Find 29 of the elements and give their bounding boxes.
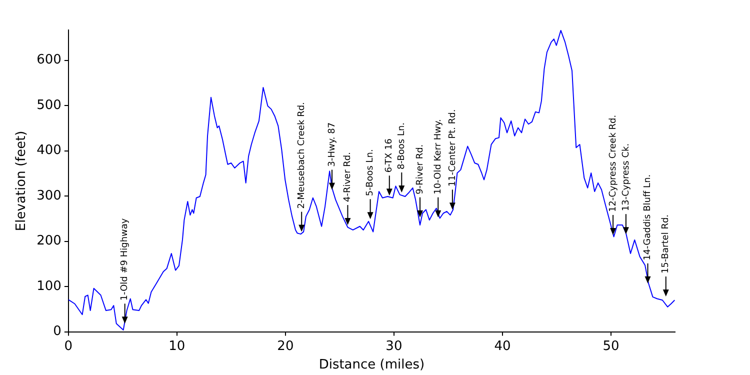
x-tick-label: 20 [277,338,294,354]
x-tick-label: 0 [64,338,73,354]
annotation: 6-TX 16 [384,138,395,173]
annotation: 2-Meusebach Creek Rd. [296,102,307,209]
annotation: 5-Boos Ln. [366,149,376,196]
annotation: 11-Center Pt. Rd. [448,109,458,187]
y-tick-label: 100 [36,278,62,294]
y-tick-label: 300 [36,188,62,204]
annotation: 10-Old Kerr Hwy. [433,119,444,194]
x-tick-label: 10 [168,338,186,354]
y-axis-title: Elevation (feet) [14,130,30,232]
annotation: 13-Cypress Ck. [621,143,632,212]
annotation: 9-River Rd. [415,144,426,194]
y-tick-label: 600 [36,52,62,68]
y-tick-label: 400 [36,143,62,158]
x-tick-label: 40 [494,338,511,354]
annotation: 8-Boos Ln. [397,122,407,170]
x-tick-label: 30 [386,338,402,354]
x-axis-title: Distance (miles) [318,358,425,373]
y-tick-label: 0 [53,324,62,340]
y-tick-label: 200 [36,234,62,249]
annotation: 1-Old #9 Highway [120,218,130,301]
annotation: 14-Gaddis Bluff Ln. [643,174,654,260]
annotation: 15-Bartel Rd. [661,214,672,274]
x-tick-label: 50 [602,338,620,354]
y-tick-label: 500 [36,98,62,113]
annotation: 3-Hwy. 87 [327,122,338,167]
annotation: 12-Cypress Creek Rd. [608,114,618,212]
annotation: 4-River Rd. [343,152,354,202]
